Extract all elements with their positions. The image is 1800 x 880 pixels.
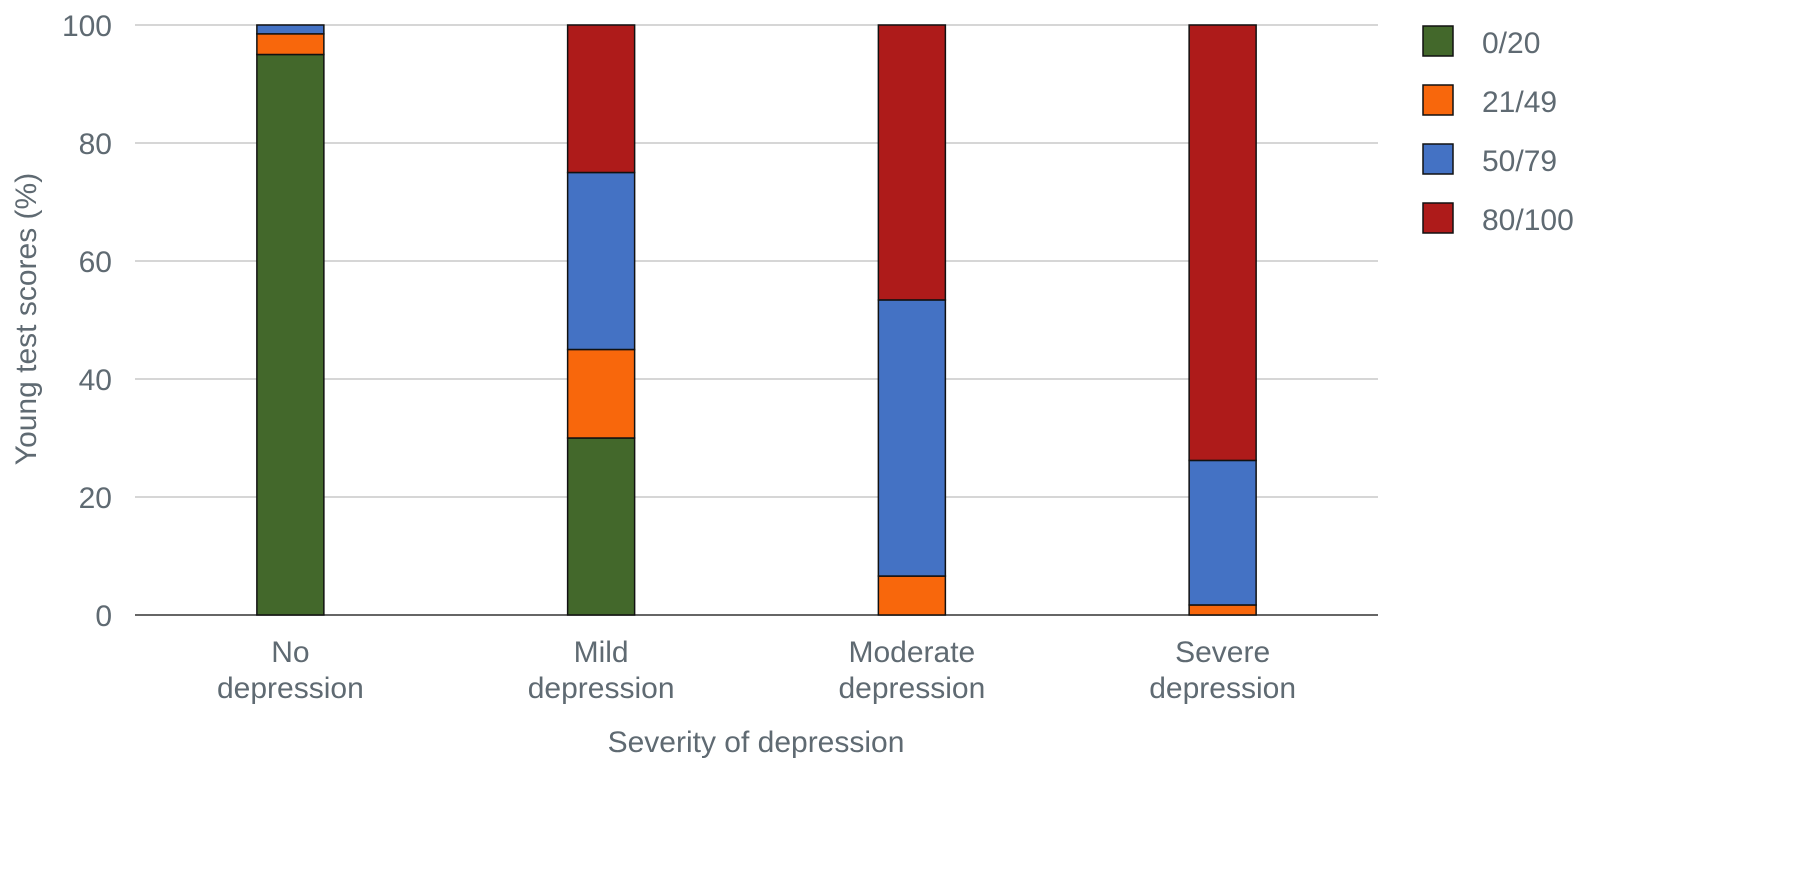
x-tick-label: No	[271, 636, 309, 669]
bar-segment-0-20	[566, 437, 636, 616]
x-tick-label: depression	[838, 672, 985, 705]
legend-swatch	[1422, 143, 1454, 175]
y-tick-label: 60	[79, 246, 112, 279]
bar-segment-80-100	[566, 24, 636, 174]
legend-label: 80/100	[1482, 204, 1574, 237]
y-tick-label: 40	[79, 364, 112, 397]
y-tick-label: 20	[79, 482, 112, 515]
bar-segment-80-100	[877, 24, 947, 301]
legend-label: 0/20	[1482, 27, 1540, 60]
x-tick-label: Mild	[574, 636, 629, 669]
bar-segment-80-100	[1188, 24, 1257, 462]
bar-segment-50-79	[877, 299, 947, 577]
legend-item: 80/100	[1422, 202, 1574, 237]
x-axis-label: Severity of depression	[608, 726, 905, 759]
bar-segment-50-79	[256, 24, 325, 35]
legend-swatch	[1422, 202, 1454, 234]
bar-segment-21-49	[566, 348, 636, 439]
bar-segment-21-49	[877, 575, 947, 616]
legend-swatch	[1422, 25, 1454, 57]
x-tick-label: depression	[1149, 672, 1296, 705]
bar-segment-21-49	[256, 33, 325, 56]
bar-segment-21-49	[1188, 604, 1257, 616]
bar-segment-50-79	[566, 171, 636, 351]
y-axis-label: Young test scores (%)	[10, 173, 43, 465]
legend-label: 50/79	[1482, 145, 1557, 178]
x-tick-label: Moderate	[849, 636, 976, 669]
legend-item: 21/49	[1422, 84, 1557, 119]
x-tick-label: depression	[217, 672, 364, 705]
legend-item: 50/79	[1422, 143, 1557, 178]
y-tick-label: 0	[95, 600, 112, 633]
legend-item: 0/20	[1422, 25, 1540, 60]
legend-label: 21/49	[1482, 86, 1557, 119]
bar-segment-0-20	[256, 53, 325, 616]
y-tick-label: 80	[79, 128, 112, 161]
x-tick-label: depression	[528, 672, 675, 705]
y-tick-label: 100	[62, 10, 112, 43]
bar-segment-50-79	[1188, 459, 1257, 606]
x-tick-label: Severe	[1175, 636, 1270, 669]
legend-swatch	[1422, 84, 1454, 116]
